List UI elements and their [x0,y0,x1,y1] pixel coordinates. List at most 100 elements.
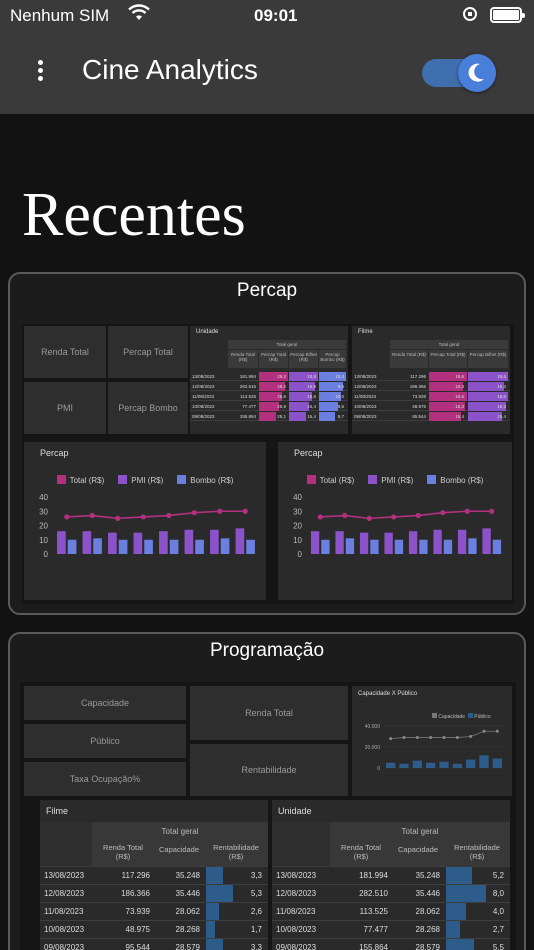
bar [108,532,117,554]
row-label: 10/08/2023 [276,925,317,934]
table-row: 10/08/2023 77.477 28.268 2,7 [272,920,510,939]
percap-chart-1: Percap Total (R$) PMI (R$) Bombo (R$) 40… [24,442,266,600]
more-menu-icon[interactable] [30,56,50,86]
cell-value: 28.062 [415,907,440,916]
row-label: 13/08/2023 [44,871,85,880]
y-tick-label: 20 [39,522,48,531]
cell-value: 3,3 [250,871,262,880]
bar [384,532,393,554]
row-label: 09/08/2023 [44,943,85,950]
table-row: 11/08/2023 113.525 28.062 4,0 [272,902,510,921]
cell-value: 282.516 [239,384,256,389]
bar [210,529,219,554]
legend-item: PMI (R$) [368,475,413,485]
cell-value: 155.864 [359,943,388,950]
cell-value: 5,3 [250,889,262,898]
cell-value: 15,4 [307,414,316,419]
cell-value: 155.864 [239,414,256,419]
line-point [489,508,495,514]
y-tick-label: 10 [293,536,302,545]
report-preview: Renda Total Percap Total PMI Percap Bomb… [22,324,514,604]
cell-value: 16,4 [307,404,316,409]
col-header: Percap Total (R$) [429,350,467,368]
line-point [166,512,172,519]
bar [246,539,255,554]
cell-value: 5,5 [492,943,504,950]
table-title: Unidade [278,806,312,816]
line-point [442,736,446,740]
y-tick-label: 0 [44,550,49,559]
row-label: 11/08/2023 [44,907,84,916]
cell-value: 35.446 [415,889,440,898]
rentabilidade-bar [206,921,215,939]
battery-icon [490,7,525,23]
kpi-renda-total: Renda Total [190,686,348,740]
chart-title: Percap [40,448,69,458]
top-bar: Nenhum SIM 09:01 Cine Analytics [0,0,534,114]
cell-value: 48.975 [125,925,150,934]
table-filme: Filme Total geral Renda Total (R$) Capac… [40,800,268,950]
bar [67,539,77,554]
cell-value: 186.366 [121,889,150,898]
line-point [429,736,433,740]
matrix-row: 13/08/2023 181.994 29,2 18,8 10,4 [190,372,348,381]
line-point [389,737,393,741]
col-header: Renda Total (R$) [228,350,258,368]
line-point [191,510,197,516]
report-card-programacao[interactable]: Programação Capacidade Público Taxa Ocup… [8,632,526,950]
cell-value: 15,4 [497,414,506,419]
row-label: 13/08/2023 [354,374,377,379]
y-tick-label: 20.000 [365,745,381,751]
cell-value: 28.062 [175,907,200,916]
bar [159,531,168,554]
row-label: 11/08/2023 [276,907,316,916]
cell-value: 19,8 [307,384,316,389]
bar [133,532,143,554]
bar [359,532,369,554]
line-point [402,736,406,740]
table-row: 12/08/2023 186.366 35.446 5,3 [40,884,268,903]
bar [82,531,92,554]
row-label: 09/08/2023 [354,414,377,419]
dark-mode-toggle[interactable] [422,54,496,92]
line-point [391,514,397,520]
matrix-row: 09/08/2023 155.864 25,1 15,4 9,7 [190,412,348,421]
bar [479,755,489,768]
app-title: Cine Analytics [82,54,258,85]
row-label: 11/08/2023 [354,394,377,399]
cell-value: 181.994 [359,871,388,880]
cell-value: 35.248 [175,871,200,880]
status-time: 09:01 [254,6,298,25]
col-header: Capacidade [392,840,444,866]
bar [492,539,502,554]
legend-item: PMI (R$) [118,475,163,485]
rentabilidade-bar [446,885,486,903]
bar [466,759,476,768]
bar [408,531,418,554]
cell-value: 9,7 [337,414,344,419]
row-label: 12/08/2023 [192,384,215,389]
line-point [469,735,473,738]
line-point [115,515,121,521]
legend-item: Total (R$) [56,475,104,485]
bar [169,539,179,554]
chart-title: Capacidade X Público [358,691,418,697]
rentabilidade-bar [446,939,474,950]
report-card-percap[interactable]: Percap Renda Total Percap Total PMI Perc… [8,272,526,615]
cell-value: 181.994 [239,374,256,379]
col-header: Renda Total (R$) [330,840,392,866]
cell-value: 15,3 [497,384,506,389]
chart-legend: Total (R$) PMI (R$) Bombo (R$) [278,475,512,485]
col-header: Renda Total (R$) [390,350,428,368]
bar [118,539,128,554]
bar [195,539,204,554]
cell-value: 5,2 [492,871,504,880]
kpi-renda-total: Renda Total [24,326,106,378]
app-bar: Cine Analytics [0,40,534,102]
table-title: Filme [46,806,68,816]
bar [468,538,477,554]
cell-value: 16,3 [497,404,506,409]
table-row: 09/08/2023 95.544 28.579 3,3 [40,938,268,950]
cell-value: 18,8 [307,374,316,379]
table-row: 12/08/2023 282.510 35.446 8,0 [272,884,510,903]
